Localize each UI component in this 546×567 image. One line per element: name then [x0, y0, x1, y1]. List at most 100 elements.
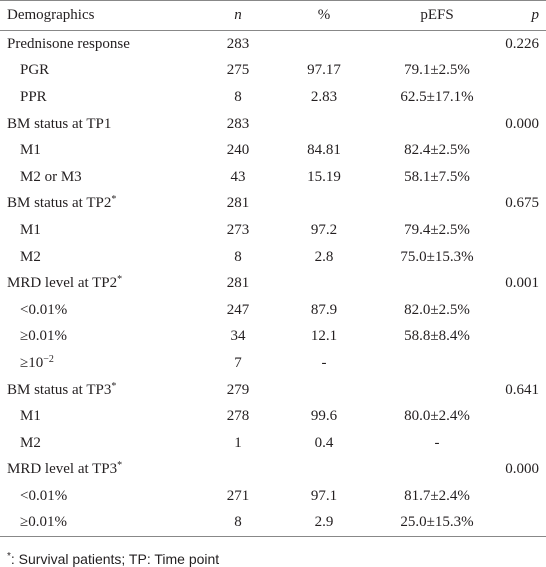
table-row: <0.01% 247 87.9 82.0±2.5% [0, 297, 546, 324]
cell-text: ≥10 [20, 354, 44, 371]
table-cell [372, 377, 502, 404]
table-cell [502, 164, 546, 191]
table-row: BM status at TP3* 279 0.641 [0, 377, 546, 404]
footnote-marker: * [7, 551, 11, 563]
cell-superscript: * [117, 274, 123, 286]
table-cell: 99.6 [310, 408, 338, 425]
table-cell: BM status at TP3* [0, 377, 200, 404]
table-cell: 25.0±15.3% [372, 509, 502, 538]
table-cell: 275 [226, 62, 250, 79]
table-body: Prednisone response 283 0.226 PGR 275 97.17 79… [0, 31, 546, 538]
table-row: BM status at TP1 283 0.000 [0, 111, 546, 138]
table-cell: 2.9 [276, 509, 372, 538]
table-cell: M2 [20, 248, 41, 265]
table-cell [502, 509, 546, 538]
table-cell [372, 350, 502, 377]
table-cell [200, 457, 276, 484]
table-cell: 58.8±8.4% [404, 328, 470, 345]
header-cell: pEFS [372, 0, 502, 31]
table-cell [276, 377, 372, 404]
table-cell: 34 [230, 328, 246, 345]
table-cell: 0.641 [505, 381, 539, 398]
table-cell: 0.000 [505, 115, 539, 132]
table-row: M1 273 97.2 79.4±2.5% [0, 217, 546, 244]
table-cell: 82.0±2.5% [404, 301, 470, 318]
header-cell: Demographics [0, 0, 200, 31]
table-cell: BM status at TP2* [0, 191, 200, 218]
table-cell: 97.2 [310, 221, 338, 238]
table-cell [502, 483, 546, 510]
data-table: Demographics n% pEFS p Prednisone response 2… [0, 0, 546, 538]
table-cell [502, 430, 546, 457]
table-cell [372, 270, 502, 297]
table-cell: Prednisone response [7, 35, 130, 52]
table-row: PPR 8 2.83 62.5±17.1% [0, 84, 546, 111]
table-cell: ≥10−2 [0, 350, 200, 377]
table-row: M2 or M3 43 15.19 58.1±7.5% [0, 164, 546, 191]
table-cell: 278 [226, 408, 250, 425]
table-cell: 97.17 [307, 62, 341, 79]
table-cell [502, 137, 546, 164]
table-row: M1 278 99.6 80.0±2.4% [0, 403, 546, 430]
table-cell: 271 [226, 487, 250, 504]
table-cell [372, 191, 502, 218]
header-row: Demographics n% pEFS p [0, 0, 546, 31]
footnote: *: Survival patients; TP: Time point [7, 551, 546, 567]
table-cell: M1 [20, 408, 41, 425]
cell-text: MRD level at TP2 [7, 275, 118, 292]
table-row: ≥10−2 7 - [0, 350, 546, 377]
table-cell: 7 [234, 354, 242, 371]
table-cell: 43 [230, 168, 246, 185]
table-cell: 0.4 [314, 434, 334, 451]
table-cell: 79.1±2.5% [404, 62, 470, 79]
table-cell: 2.83 [310, 88, 338, 105]
cell-text: BM status at TP3 [7, 381, 112, 398]
table-row: M2 1 0.4 - [0, 430, 546, 457]
table-cell: 75.0±15.3% [400, 248, 474, 265]
table-cell [502, 244, 546, 271]
header-cell: % [276, 0, 372, 31]
table-cell: 8 [200, 509, 276, 538]
table-cell: 87.9 [310, 301, 338, 318]
table-cell: 2.8 [314, 248, 334, 265]
table-cell: 279 [226, 381, 250, 398]
table-cell: 12.1 [310, 328, 338, 345]
table-row: ≥0.01% 34 12.1 58.8±8.4% [0, 324, 546, 351]
table-cell: M1 [20, 221, 41, 238]
table-cell: M2 or M3 [20, 168, 82, 185]
table-cell: PGR [20, 62, 50, 79]
table-cell [276, 270, 372, 297]
table-cell: M1 [20, 142, 41, 159]
table-cell [276, 457, 372, 484]
table-header: Demographics n% pEFS p [0, 0, 546, 31]
table-cell: - [321, 354, 327, 371]
table-cell: 81.7±2.4% [404, 487, 470, 504]
table-cell: 240 [226, 142, 250, 159]
table-cell: 283 [226, 35, 250, 52]
table-cell: ≥0.01% [0, 509, 200, 538]
table-row: M1 240 84.81 82.4±2.5% [0, 137, 546, 164]
table-row: BM status at TP2* 281 0.675 [0, 191, 546, 218]
table-cell: 62.5±17.1% [400, 88, 474, 105]
table-cell: 97.1 [310, 487, 338, 504]
table-cell: 1 [234, 434, 242, 451]
table-cell: 247 [226, 301, 250, 318]
table-cell [502, 350, 546, 377]
table-cell [502, 403, 546, 430]
table-cell: <0.01% [20, 301, 68, 318]
table-row: ≥0.01% 8 2.9 25.0±15.3% [0, 509, 546, 538]
table-cell: <0.01% [20, 487, 68, 504]
table-cell [276, 111, 372, 138]
table-cell: MRD level at TP2* [0, 270, 200, 297]
table-row: PGR 275 97.17 79.1±2.5% [0, 58, 546, 85]
table-cell [372, 31, 502, 58]
table-cell: - [434, 434, 440, 451]
table-cell [372, 457, 502, 484]
table-cell: 281 [226, 195, 250, 212]
header-cell: p [502, 0, 546, 31]
table-cell [276, 191, 372, 218]
table-cell [502, 324, 546, 351]
table-row: MRD level at TP2* 281 0.001 [0, 270, 546, 297]
table-cell: 8 [234, 88, 242, 105]
